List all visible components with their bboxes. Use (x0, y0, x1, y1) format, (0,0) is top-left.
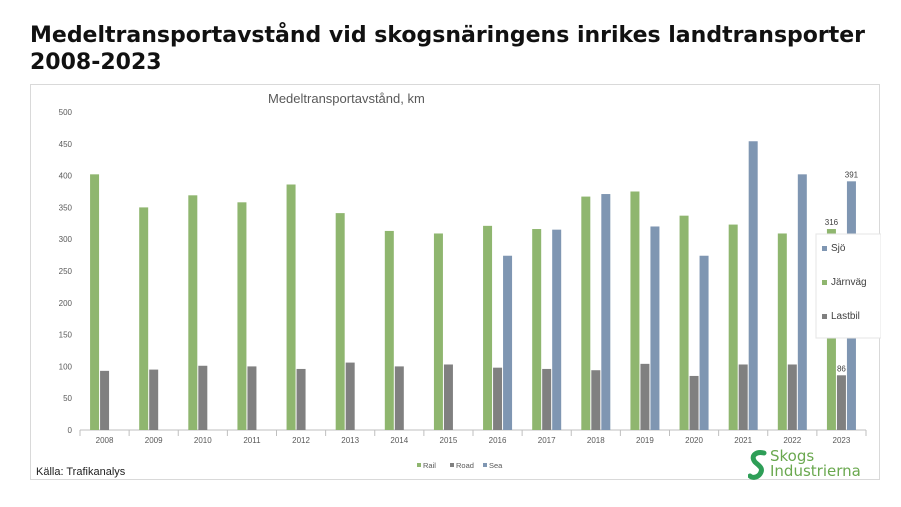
y-tick-label: 0 (68, 426, 73, 435)
y-tick-label: 450 (59, 140, 73, 149)
bar-sea-2016 (503, 255, 513, 430)
side-legend: Sjö Järnväg Lastbil (815, 233, 881, 339)
side-legend-label: Lastbil (831, 311, 860, 322)
x-tick-label: 2010 (194, 436, 212, 445)
y-tick-label: 500 (59, 108, 73, 117)
bar-rail-2013 (335, 213, 345, 430)
bar-rail-2017 (532, 229, 542, 430)
x-tick-label: 2012 (292, 436, 310, 445)
y-tick-label: 250 (59, 267, 73, 276)
bar-rail-2012 (286, 184, 296, 430)
x-tick-label: 2009 (145, 436, 163, 445)
side-legend-swatch (822, 314, 827, 319)
y-tick-label: 300 (59, 235, 73, 244)
x-tick-label: 2022 (783, 436, 801, 445)
legend-label-rail: Rail (423, 461, 436, 470)
bar-road-2017 (542, 368, 552, 430)
x-tick-label: 2020 (685, 436, 703, 445)
bar-sea-2022 (797, 174, 807, 430)
side-legend-box (815, 233, 881, 339)
chart-bars (90, 141, 856, 431)
logo-mark-icon (748, 450, 767, 480)
side-legend-label: Sjö (831, 243, 846, 254)
bar-road-2021 (738, 364, 748, 430)
y-tick-label: 200 (59, 299, 73, 308)
x-tick-label: 2021 (734, 436, 752, 445)
bar-road-2011 (247, 366, 257, 430)
bar-rail-2008 (90, 174, 100, 430)
bar-road-2020 (689, 375, 699, 430)
x-tick-label: 2018 (587, 436, 605, 445)
skogsindustrierna-logo: Skogs Industrierna (748, 447, 878, 483)
x-tick-label: 2008 (96, 436, 114, 445)
bar-road-2008 (100, 370, 110, 430)
data-label-rail: 316 (825, 218, 839, 227)
legend-swatch-rail (417, 463, 421, 467)
side-legend-label: Järnväg (831, 277, 867, 288)
y-tick-label: 350 (59, 203, 73, 212)
bar-road-2023 (836, 375, 846, 430)
bar-road-2013 (345, 362, 355, 430)
bar-rail-2010 (188, 195, 198, 430)
legend-label-sea: Sea (489, 461, 503, 470)
bottom-legend: Rail Road Sea (417, 461, 503, 470)
bar-road-2012 (296, 368, 306, 430)
bar-road-2018 (591, 370, 601, 430)
bar-road-2019 (640, 363, 650, 430)
y-tick-label: 100 (59, 362, 73, 371)
bar-sea-2017 (552, 229, 562, 430)
bar-rail-2011 (237, 202, 247, 430)
bar-rail-2009 (139, 207, 149, 430)
bar-rail-2015 (433, 233, 443, 430)
bar-rail-2014 (384, 230, 394, 430)
chart-data-labels: 316 86 391 (825, 170, 859, 373)
bar-sea-2021 (748, 141, 758, 431)
x-tick-label: 2011 (243, 436, 261, 445)
x-tick-label: 2015 (440, 436, 458, 445)
bar-road-2016 (493, 367, 503, 430)
y-tick-label: 50 (63, 394, 72, 403)
side-legend-swatch (822, 246, 827, 251)
bar-sea-2019 (650, 226, 660, 430)
side-legend-swatch (822, 280, 827, 285)
data-label-road: 86 (837, 364, 846, 373)
x-tick-label: 2014 (390, 436, 408, 445)
source-note: Källa: Trafikanalys (36, 466, 126, 478)
bar-road-2015 (443, 364, 453, 430)
x-tick-label: 2017 (538, 436, 556, 445)
x-tick-label: 2023 (833, 436, 851, 445)
bar-road-2022 (787, 364, 797, 430)
data-label-sea: 391 (845, 170, 859, 179)
legend-swatch-road (450, 463, 454, 467)
bar-chart: Medeltransportavstånd, km 0 50 100 150 200 25… (59, 91, 881, 470)
bar-sea-2020 (699, 255, 709, 430)
bar-road-2010 (198, 365, 208, 430)
x-tick-label: 2019 (636, 436, 654, 445)
bar-rail-2022 (777, 233, 787, 430)
legend-label-road: Road (456, 461, 474, 470)
bar-rail-2016 (483, 225, 493, 430)
logo-text-line1: Skogs (770, 447, 815, 465)
bar-road-2014 (394, 366, 404, 430)
bar-rail-2018 (581, 196, 591, 430)
y-tick-label: 150 (59, 331, 73, 340)
logo-text-line2: Industrierna (770, 462, 861, 480)
chart-frame: Medeltransportavstånd, km 0 50 100 150 200 25… (30, 84, 881, 480)
x-tick-label: 2016 (489, 436, 507, 445)
bar-road-2009 (149, 369, 159, 430)
bar-rail-2021 (728, 224, 738, 430)
chart-title: Medeltransportavstånd, km (268, 91, 425, 106)
x-tick-label: 2013 (341, 436, 359, 445)
bar-sea-2018 (601, 194, 611, 430)
slide-title: Medeltransportavstånd vid skogsnäringens… (30, 23, 866, 75)
legend-swatch-sea (483, 463, 487, 467)
y-tick-label: 400 (59, 172, 73, 181)
bar-rail-2019 (630, 191, 640, 430)
bar-rail-2020 (679, 215, 689, 430)
